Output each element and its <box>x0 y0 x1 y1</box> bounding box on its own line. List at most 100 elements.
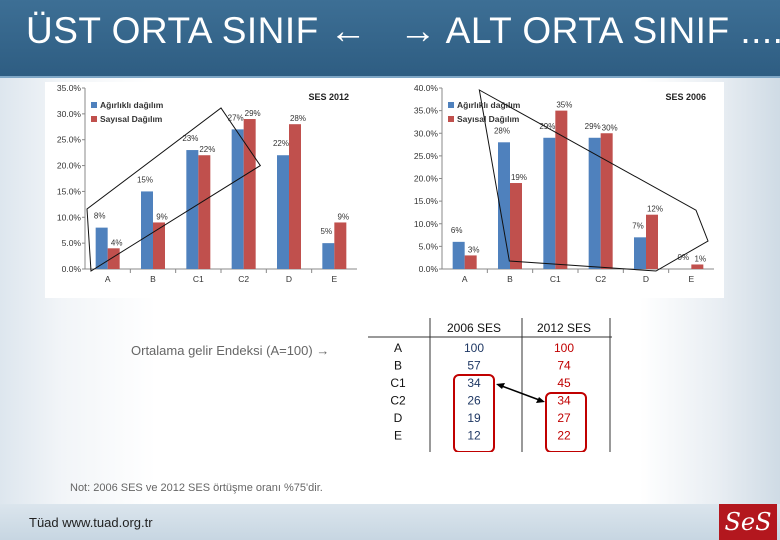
slide-title: ÜST ORTA SINIF ← → ALT ORTA SINIF .... <box>26 10 780 52</box>
data-label: 29% <box>585 122 601 131</box>
x-tick-label: A <box>105 274 111 284</box>
arrow-head-icon <box>496 383 505 389</box>
bar-agirlikli <box>95 227 108 269</box>
data-label: 4% <box>111 238 123 247</box>
bar-agirlikli <box>277 155 289 269</box>
y-tick-label: 30.0% <box>57 109 82 119</box>
table-cell-2012: 27 <box>557 411 571 425</box>
y-tick-label: 30.0% <box>414 128 439 138</box>
table-cell-2006: 19 <box>467 411 481 425</box>
y-tick-label: 20.0% <box>57 161 82 171</box>
table-row-label: D <box>394 411 403 425</box>
y-tick-label: 10.0% <box>57 212 82 222</box>
y-tick-label: 0.0% <box>62 264 82 274</box>
y-tick-label: 25.0% <box>414 151 439 161</box>
bar-agirlikli <box>452 241 465 269</box>
data-label: 3% <box>468 245 480 254</box>
bar-sayisal <box>600 133 613 269</box>
data-label: 35% <box>556 101 572 110</box>
bar-sayisal <box>289 124 301 269</box>
bar-agirlikli <box>231 129 244 269</box>
y-tick-label: 5.0% <box>62 238 82 248</box>
chart-ses-2006: 0.0% 5.0% 10.0% 15.0% 20.0% 25.0% 30.0% 35.0% 40… <box>402 82 724 298</box>
bar-sayisal <box>107 248 120 269</box>
table-cell-2006: 12 <box>467 429 481 443</box>
data-label: 8% <box>94 212 106 221</box>
income-index-table: 2006 SES 2012 SES A 100 100 B 57 74 C1 34 45 C2 26 34… <box>368 318 612 453</box>
y-tick-label: 35.0% <box>57 83 82 93</box>
y-tick-label: 15.0% <box>414 196 439 206</box>
data-label: 1% <box>695 254 707 263</box>
data-label: 27% <box>228 113 244 122</box>
table-row-label: E <box>394 429 402 443</box>
data-label: 23% <box>182 134 198 143</box>
table-cell-2006: 26 <box>467 394 481 408</box>
legend-label: Sayısal Dağılım <box>457 114 520 124</box>
table-row-label: C2 <box>390 394 406 408</box>
data-label: 22% <box>199 145 215 154</box>
bar-agirlikli <box>543 137 556 269</box>
x-tick-label: C2 <box>595 274 606 284</box>
table-cell-2012: 34 <box>557 394 571 408</box>
chart-ses-2012-svg: 0.0% 5.0% 10.0% 15.0% 20.0% 25.0% 30.0% 35.0% A 8… <box>57 83 357 284</box>
chart-ses-2006-svg: 0.0% 5.0% 10.0% 15.0% 20.0% 25.0% 30.0% 35.0% 40… <box>414 83 714 284</box>
title-lower-class: ALT ORTA SINIF .... <box>445 10 780 51</box>
y-tick-label: 10.0% <box>414 219 439 229</box>
bar-sayisal <box>510 183 522 269</box>
legend-swatch <box>91 102 97 108</box>
title-bar <box>0 0 780 78</box>
double-arrow-icon <box>498 384 543 402</box>
chart-title: SES 2012 <box>308 92 349 102</box>
legend-swatch <box>91 116 97 122</box>
x-tick-label: D <box>286 274 292 284</box>
data-label: 5% <box>321 227 333 236</box>
x-tick-label: C1 <box>193 274 204 284</box>
data-label: 0% <box>678 253 690 262</box>
data-label: 22% <box>273 139 289 148</box>
y-tick-label: 0.0% <box>419 264 439 274</box>
data-label: 15% <box>137 175 153 184</box>
data-label: 9% <box>338 212 350 221</box>
bar-agirlikli <box>322 243 335 269</box>
income-index-note: Ortalama gelir Endeksi (A=100) → <box>131 343 330 358</box>
table-cell-2006: 34 <box>467 376 481 390</box>
left-arrow-icon: ← <box>329 10 368 51</box>
bar-sayisal <box>555 110 568 269</box>
income-index-table-svg: 2006 SES 2012 SES A 100 100 B 57 74 C1 34 45 C2 26 34… <box>368 318 612 453</box>
table-header: 2006 SES <box>447 321 501 335</box>
bar-sayisal <box>334 222 347 269</box>
chart-title: SES 2006 <box>665 92 706 102</box>
table-cell-2012: 100 <box>554 341 574 355</box>
data-label: 30% <box>602 123 618 132</box>
footer-text: Tüad www.tuad.org.tr <box>29 515 153 530</box>
bar-agirlikli <box>498 142 510 269</box>
table-cell-2012: 74 <box>557 359 571 373</box>
bar-sayisal <box>646 214 658 269</box>
legend-swatch <box>448 116 454 122</box>
x-tick-label: C1 <box>550 274 561 284</box>
bar-agirlikli <box>141 191 153 269</box>
x-tick-label: B <box>507 274 513 284</box>
table-cell-2006: 57 <box>467 359 481 373</box>
bar-sayisal <box>464 255 477 269</box>
y-tick-label: 35.0% <box>414 106 439 116</box>
table-cell-2006: 100 <box>464 341 484 355</box>
data-label: 12% <box>647 205 663 214</box>
y-tick-label: 20.0% <box>414 174 439 184</box>
data-label: 7% <box>632 221 644 230</box>
x-tick-label: E <box>331 274 337 284</box>
bar-sayisal <box>153 222 165 269</box>
data-label: 6% <box>451 226 463 235</box>
y-tick-label: 25.0% <box>57 135 82 145</box>
bar-agirlikli <box>186 150 199 269</box>
y-tick-label: 40.0% <box>414 83 439 93</box>
ses-logo: SeS <box>719 504 777 540</box>
legend-swatch <box>448 102 454 108</box>
data-label: 28% <box>494 126 510 135</box>
legend-label: Ağırlıklı dağılım <box>100 100 164 110</box>
data-label: 9% <box>156 212 168 221</box>
legend-label: Ağırlıklı dağılım <box>457 100 521 110</box>
table-cell-2012: 45 <box>557 376 571 390</box>
bar-sayisal <box>243 119 256 270</box>
data-label: 28% <box>290 114 306 123</box>
